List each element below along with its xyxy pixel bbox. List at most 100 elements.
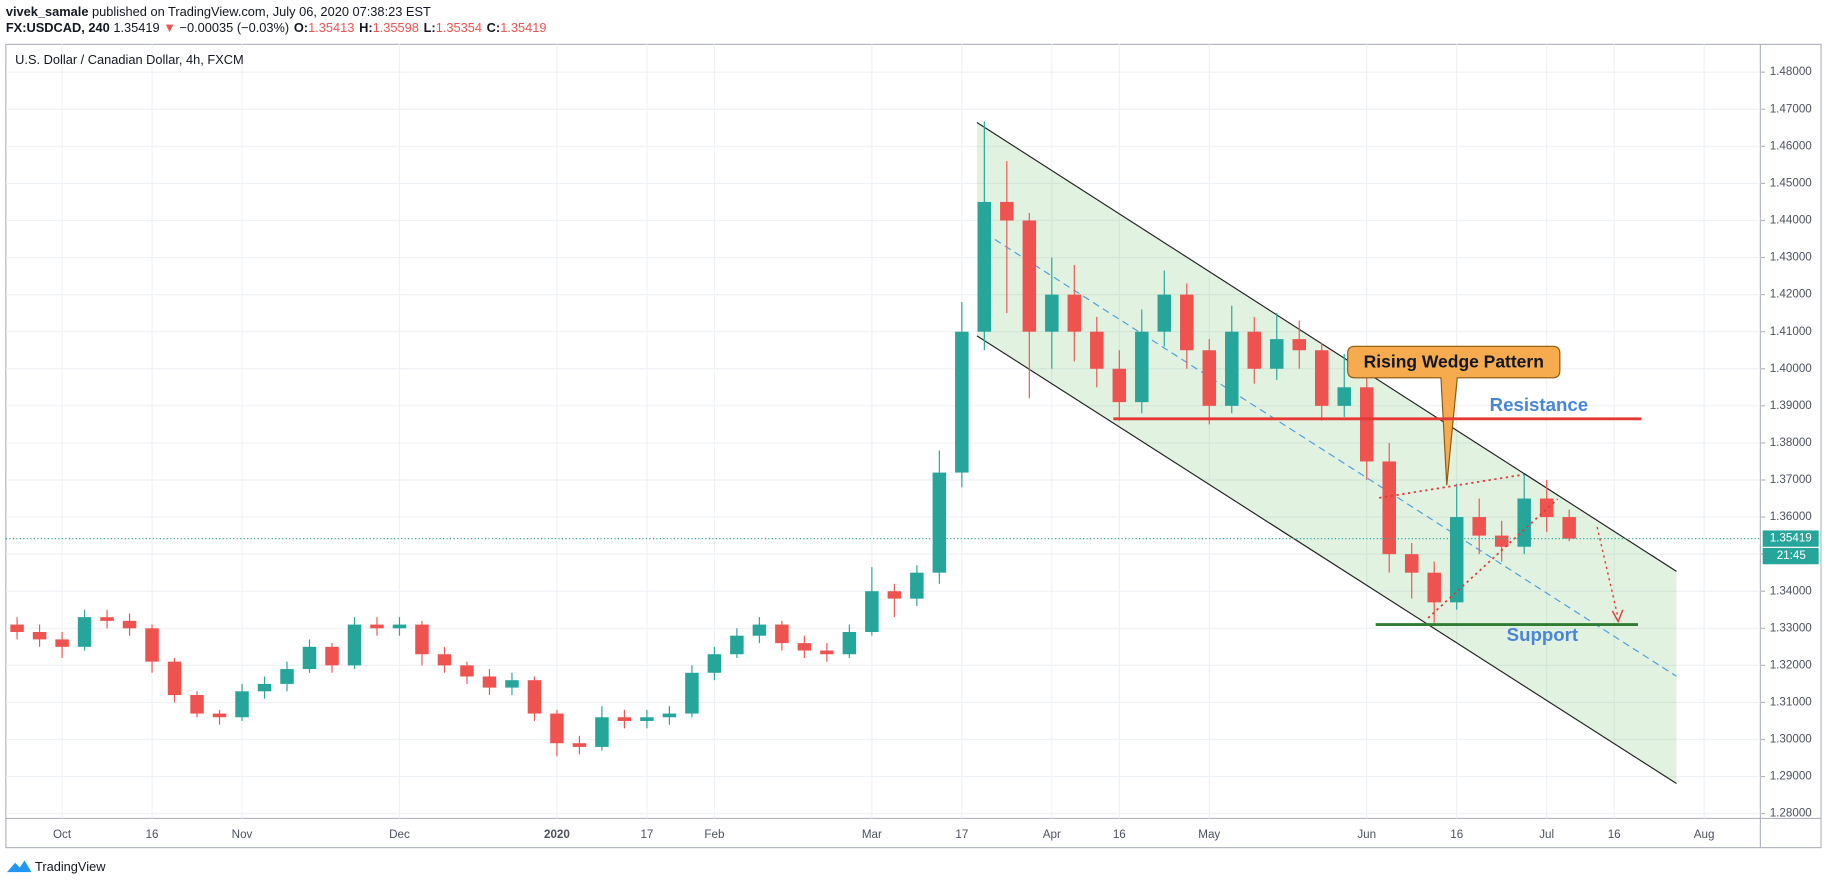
- channel-lower: [976, 335, 1677, 784]
- candle-body: [1045, 294, 1059, 332]
- candle-body: [1135, 331, 1149, 403]
- candle-body: [280, 669, 294, 684]
- symbol-title: U.S. Dollar / Canadian Dollar, 4h, FXCM: [15, 52, 244, 67]
- wedge-lower: [1427, 498, 1559, 619]
- ohlc-value: 1.35413: [308, 21, 354, 36]
- candle-body: [1472, 517, 1486, 536]
- candle-body: [32, 631, 47, 640]
- ohlc-value: 1.35419: [500, 21, 546, 36]
- candle-body: [640, 717, 654, 721]
- ohlc-label: C:: [487, 21, 501, 36]
- candle-body: [527, 680, 542, 714]
- candle-body: [77, 617, 92, 647]
- frame: [5, 43, 1822, 849]
- candle-body: [955, 331, 969, 473]
- candle-body: [1000, 201, 1014, 221]
- candle-body: [595, 717, 609, 747]
- x-tick-label: 17: [955, 828, 968, 841]
- candle-body: [415, 624, 429, 655]
- candle-body: [685, 672, 699, 714]
- ohlc-label: H:: [359, 21, 373, 36]
- x-tick-label: 16: [1113, 828, 1126, 841]
- candle-body: [1292, 339, 1306, 351]
- candle-body: [1427, 572, 1441, 603]
- x-tick-label: Jun: [1357, 828, 1376, 841]
- candle-body: [977, 201, 992, 332]
- channel-upper: [976, 121, 1677, 572]
- projection-arrow: [1596, 526, 1619, 619]
- candle-body: [1225, 331, 1239, 406]
- candle-body: [910, 572, 924, 599]
- x-tick-label: Aug: [1694, 828, 1715, 841]
- x-tick-label: 16: [146, 828, 159, 841]
- x-tick-label: Feb: [704, 828, 724, 841]
- direction: ▼: [163, 21, 176, 36]
- x-tick-label: Nov: [232, 828, 253, 841]
- candle-body: [1270, 339, 1284, 369]
- last: 1.35419: [113, 21, 159, 36]
- channel-fill: [976, 122, 1677, 784]
- y-tick-label: 1.41000: [1770, 325, 1813, 338]
- candle-body: [100, 617, 114, 621]
- candle-body: [1067, 294, 1082, 332]
- candle-body: [797, 643, 812, 651]
- candle-body: [1449, 517, 1464, 603]
- ohlc-value: 1.35598: [373, 21, 419, 36]
- candle-body: [212, 713, 227, 718]
- ohlc-label: O:: [294, 21, 308, 36]
- y-tick-label: 1.47000: [1770, 102, 1813, 115]
- x-tick-label: Apr: [1043, 828, 1061, 841]
- candle-body: [1247, 331, 1262, 369]
- y-tick-label: 1.46000: [1770, 139, 1813, 152]
- candle-body: [167, 661, 182, 696]
- candle-body: [707, 654, 722, 673]
- logo: [6, 860, 32, 873]
- countdown-tag: [1762, 547, 1819, 565]
- last-price-tag: [1762, 530, 1819, 547]
- candle-body: [347, 624, 362, 666]
- candle-body: [1517, 498, 1531, 547]
- candle-body: [302, 646, 317, 670]
- candle-body: [1382, 461, 1396, 555]
- candles: [10, 121, 1576, 757]
- y-tick-label: 1.32000: [1770, 658, 1813, 671]
- y-tick-label: 1.34000: [1770, 584, 1813, 597]
- candle-body: [482, 676, 497, 688]
- y-tick-label: 1.38000: [1770, 436, 1813, 449]
- x-tick-label: Mar: [862, 828, 882, 841]
- resistance-label: Resistance: [1490, 394, 1588, 415]
- candle-body: [55, 639, 69, 647]
- y-tick-label: 1.36000: [1770, 510, 1813, 523]
- candle-body: [437, 654, 452, 666]
- candle-body: [10, 624, 24, 632]
- candle-body: [887, 591, 902, 599]
- y-tick-label: 1.31000: [1770, 696, 1813, 709]
- wedge-upper: [1379, 473, 1524, 499]
- candle-body: [752, 624, 767, 636]
- candle-body: [932, 472, 947, 573]
- candle-body: [1539, 498, 1554, 518]
- candle-body: [842, 631, 857, 655]
- grid: [5, 44, 1761, 819]
- candle-body: [775, 624, 789, 644]
- x-tick-label: 17: [640, 828, 653, 841]
- brand: TradingView: [35, 859, 106, 874]
- y-tick-label: 1.37000: [1770, 473, 1813, 486]
- countdown-label: 21:45: [1777, 549, 1806, 562]
- candle-body: [145, 628, 159, 662]
- published: published on TradingView.com, July 06, 2…: [92, 4, 431, 19]
- candle-body: [1090, 331, 1104, 369]
- support-label: Support: [1507, 624, 1578, 645]
- x-tick-label: 16: [1608, 828, 1621, 841]
- quote-line: FX:USDCAD, 240 1.35419 ▼ −0.00035 (−0.03…: [6, 21, 547, 36]
- last-price-label: 1.35419: [1770, 532, 1812, 545]
- candle-body: [1314, 350, 1329, 406]
- publisher: vivek_samale: [6, 4, 89, 19]
- candle-body: [662, 713, 677, 718]
- ohlc-value: 1.35354: [436, 21, 482, 36]
- x-tick-label: Dec: [389, 828, 410, 841]
- candle-body: [1180, 294, 1194, 351]
- candle-body: [1404, 554, 1419, 573]
- candle-body: [820, 650, 834, 655]
